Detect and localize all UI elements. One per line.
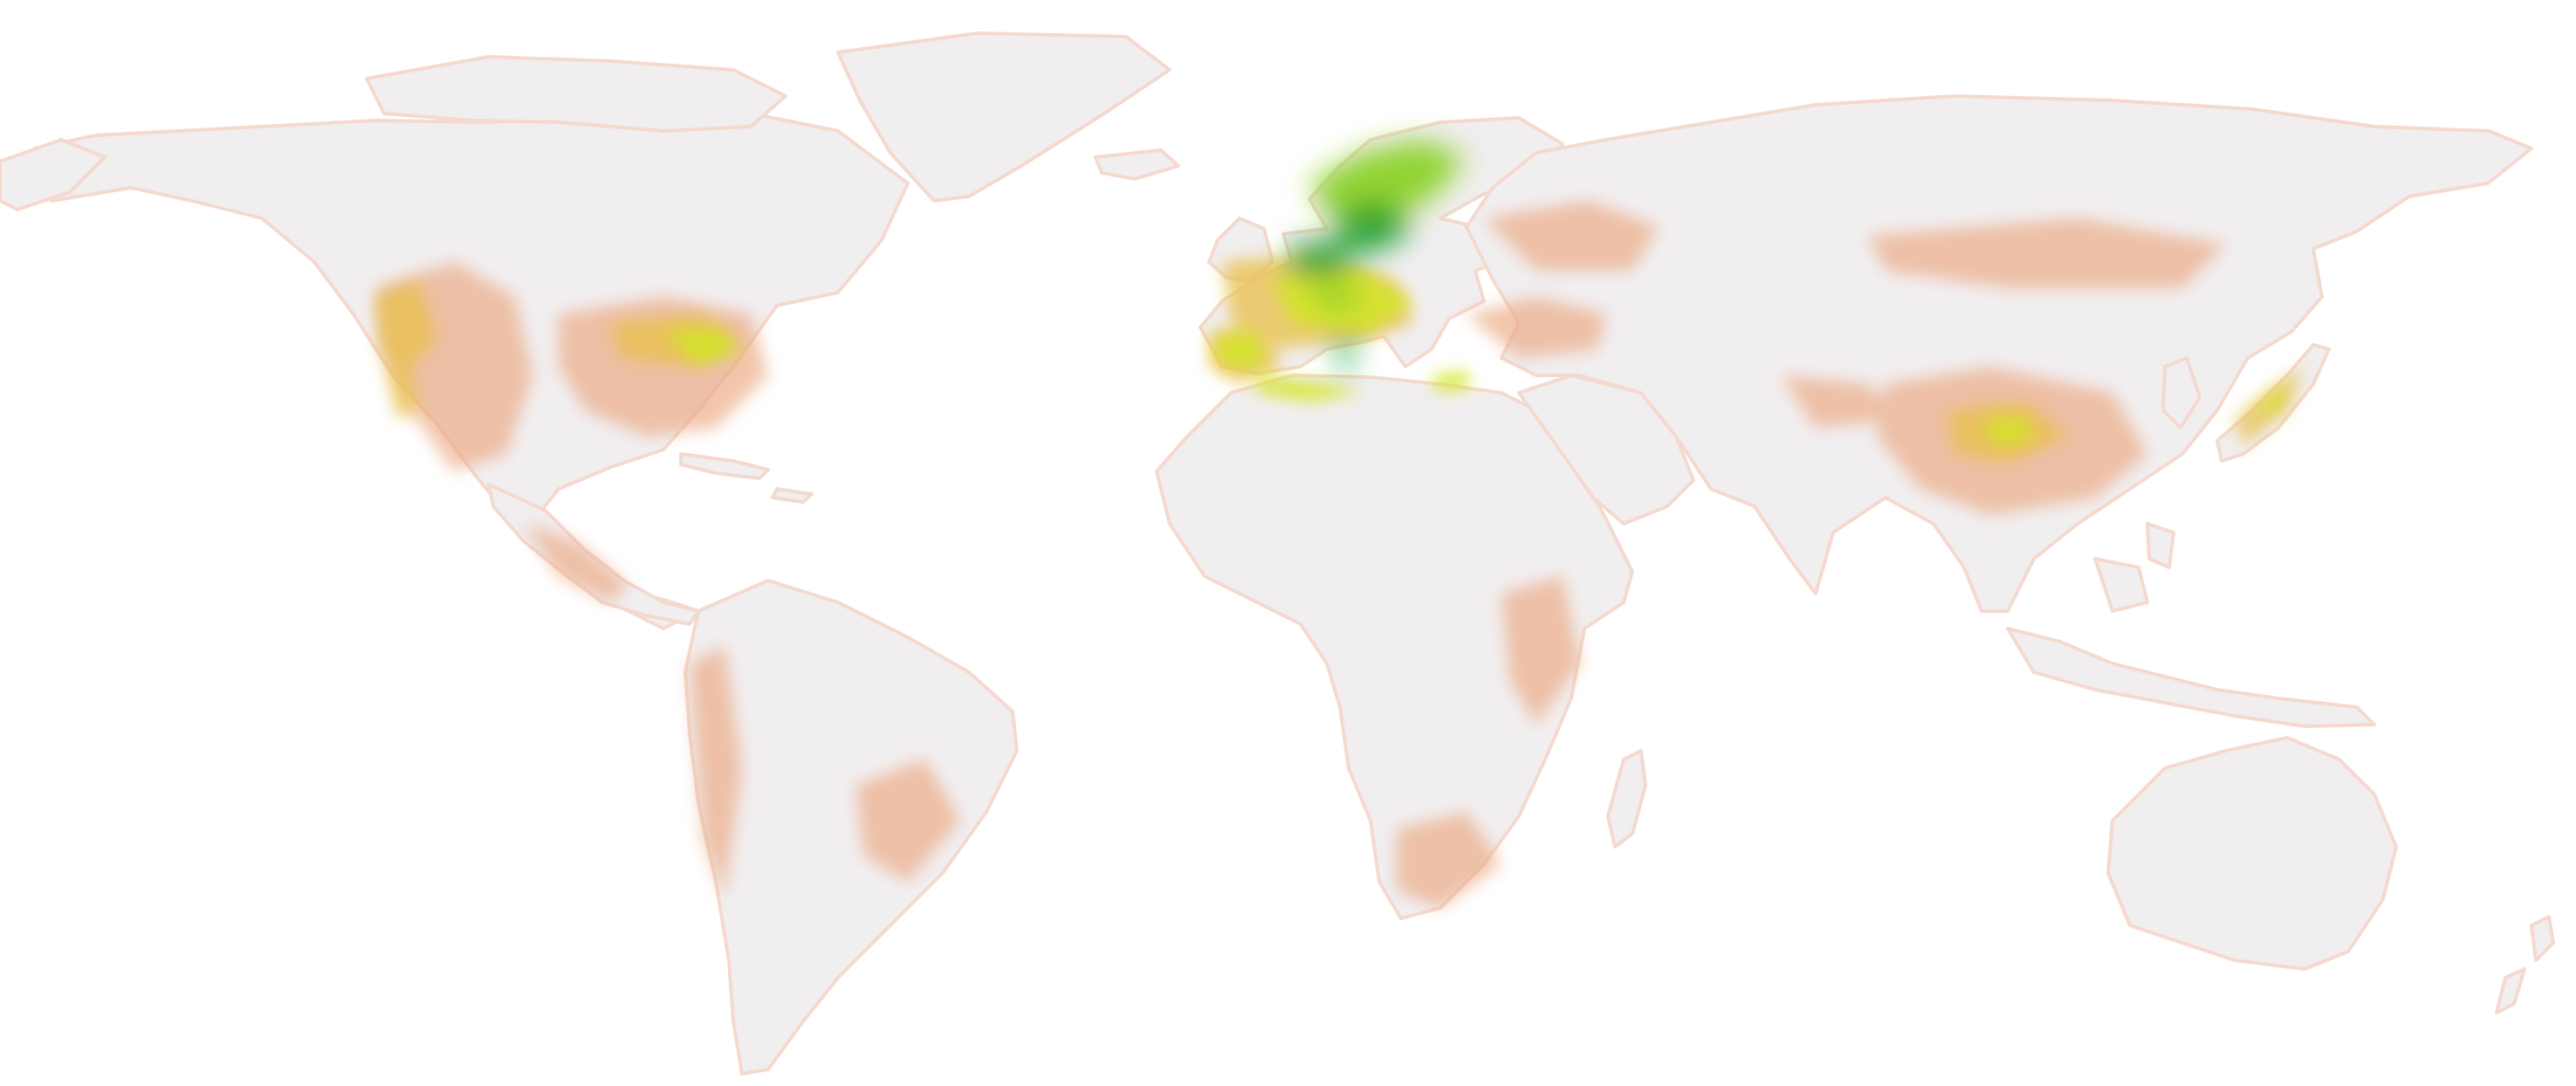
alaska-extension-land <box>0 138 106 211</box>
southeast-brazil-mid-zone <box>855 760 960 882</box>
korea-land <box>2161 356 2202 430</box>
himalaya-mid-zone <box>1781 375 1903 428</box>
southeast-asia-islands-land <box>2006 522 2376 728</box>
northeast-us-high-zone <box>663 327 742 367</box>
japan-high-zone <box>2252 384 2287 410</box>
east-africa-mid-zone <box>1501 576 1580 725</box>
iberia-high-zone <box>1213 332 1266 367</box>
greenland-land <box>836 31 1171 203</box>
australia-land <box>2106 736 2398 971</box>
asia-land <box>1465 94 2533 613</box>
highest-value-zones <box>1292 140 1467 371</box>
russia-west-mid-zone <box>1484 201 1659 271</box>
alps-highest-zone <box>1309 284 1362 310</box>
scandinavia-highest-zone <box>1309 140 1467 218</box>
canadian-arctic-islands-land <box>365 55 787 133</box>
new-zealand-land <box>2495 915 2555 1014</box>
central-america-mid-zone <box>524 524 629 602</box>
mediterranean-island-highest-zone <box>1336 336 1355 371</box>
siberia-mid-zone <box>1868 218 2226 288</box>
california-zone <box>384 358 419 419</box>
caribbean-islands-land <box>679 452 814 504</box>
mediterranean-coast-high-zone <box>1257 371 1471 402</box>
baltic-highest-zone <box>1336 201 1414 253</box>
turkey-caucasus-mid-zone <box>1467 297 1606 358</box>
southern-africa-mid-zone <box>1397 812 1501 908</box>
iceland-land <box>1094 148 1180 181</box>
southern-china-high-zone <box>1982 417 2034 445</box>
andes-mid-zone <box>690 646 742 899</box>
madagascar-land <box>1606 749 1647 849</box>
pacific-northwest-zone <box>375 279 436 375</box>
northern-europe-highest-zone <box>1292 236 1362 279</box>
africa-land <box>1155 374 1634 920</box>
